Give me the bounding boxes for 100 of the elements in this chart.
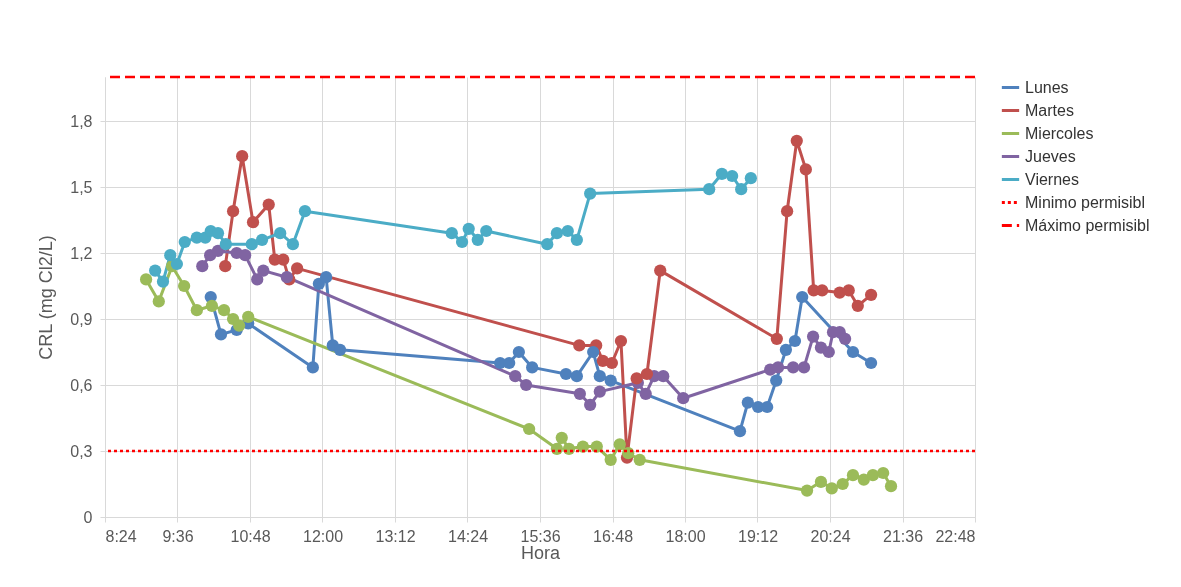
point xyxy=(246,216,260,229)
point xyxy=(555,431,568,444)
point xyxy=(703,183,716,196)
point xyxy=(633,453,646,466)
point xyxy=(846,345,860,359)
x-axis-title: Hora xyxy=(520,542,561,563)
point xyxy=(471,233,484,246)
point xyxy=(156,275,170,288)
point xyxy=(262,198,275,211)
point xyxy=(838,332,852,345)
y-tick-label: 0,3 xyxy=(70,442,93,460)
point xyxy=(570,233,583,246)
point xyxy=(799,163,812,176)
point xyxy=(519,378,533,392)
point xyxy=(455,235,469,249)
x-tick-label: 16:48 xyxy=(592,527,634,545)
point xyxy=(503,356,516,370)
point xyxy=(251,273,264,286)
point xyxy=(526,361,539,374)
point xyxy=(233,319,246,332)
point xyxy=(806,330,820,343)
point xyxy=(139,273,153,286)
point xyxy=(884,480,898,493)
point xyxy=(214,328,228,341)
point xyxy=(170,257,184,271)
point xyxy=(211,227,225,240)
legend-label: Lunes xyxy=(1025,78,1069,96)
x-tick-label: 8:24 xyxy=(105,527,137,545)
point xyxy=(257,264,270,277)
x-tick-label: 15:36 xyxy=(520,527,561,545)
legend-label: Minimo permisibl xyxy=(1025,193,1146,211)
y-tick-label: 1,8 xyxy=(70,112,93,130)
point xyxy=(715,167,728,180)
point xyxy=(726,169,739,183)
point xyxy=(741,396,754,409)
point xyxy=(211,244,225,257)
point xyxy=(770,332,783,345)
point xyxy=(864,288,878,301)
point xyxy=(196,260,209,273)
point xyxy=(779,343,793,356)
point xyxy=(587,345,600,359)
x-tick-label: 22:48 xyxy=(935,527,976,545)
point xyxy=(306,361,319,374)
legend-label: Máximo permisibl xyxy=(1025,216,1150,234)
y-tick-label: 0,6 xyxy=(70,376,93,394)
legend-label: Viernes xyxy=(1025,170,1079,188)
point xyxy=(541,238,554,251)
x-tick-label: 14:24 xyxy=(447,527,489,545)
point xyxy=(639,387,652,400)
point xyxy=(657,370,670,383)
point xyxy=(733,425,747,438)
point xyxy=(291,262,304,275)
point xyxy=(149,264,162,277)
point xyxy=(298,205,312,218)
x-tick-label: 10:48 xyxy=(230,527,271,545)
point xyxy=(613,438,626,451)
point xyxy=(584,398,597,411)
point xyxy=(286,238,300,251)
point xyxy=(255,233,269,246)
point xyxy=(761,400,774,414)
x-tick-label: 18:00 xyxy=(665,527,706,545)
y-tick-label: 0,9 xyxy=(70,310,93,328)
y-tick-label: 1,2 xyxy=(70,244,93,262)
point xyxy=(550,227,564,240)
point xyxy=(788,334,802,348)
point xyxy=(630,372,643,385)
point xyxy=(864,356,878,370)
point xyxy=(593,370,606,383)
point xyxy=(744,172,757,185)
point xyxy=(236,150,249,163)
point xyxy=(573,339,586,352)
point xyxy=(573,387,586,400)
point xyxy=(561,224,574,238)
point xyxy=(814,475,828,488)
y-axis-title: CRL (mg Cl2/L) xyxy=(36,235,57,360)
point xyxy=(796,290,809,304)
point xyxy=(787,361,800,374)
y-tick-label: 0 xyxy=(83,508,93,526)
point xyxy=(866,469,880,482)
y-tick-label: 1,5 xyxy=(70,178,93,196)
point xyxy=(274,227,287,240)
point xyxy=(590,440,603,453)
point xyxy=(512,345,525,359)
point xyxy=(462,222,475,235)
point xyxy=(825,482,838,495)
point xyxy=(245,238,258,251)
point xyxy=(822,345,835,359)
point xyxy=(770,374,783,387)
point xyxy=(509,370,522,383)
legend-label: Martes xyxy=(1025,101,1074,119)
point xyxy=(604,374,617,387)
point xyxy=(584,187,597,200)
point xyxy=(842,284,855,297)
point xyxy=(217,304,231,317)
x-tick-label: 20:24 xyxy=(810,527,851,545)
legend-label: Jueves xyxy=(1025,147,1076,165)
point xyxy=(654,264,667,277)
point xyxy=(226,205,240,218)
point xyxy=(333,343,347,356)
x-tick-label: 21:36 xyxy=(882,527,924,545)
